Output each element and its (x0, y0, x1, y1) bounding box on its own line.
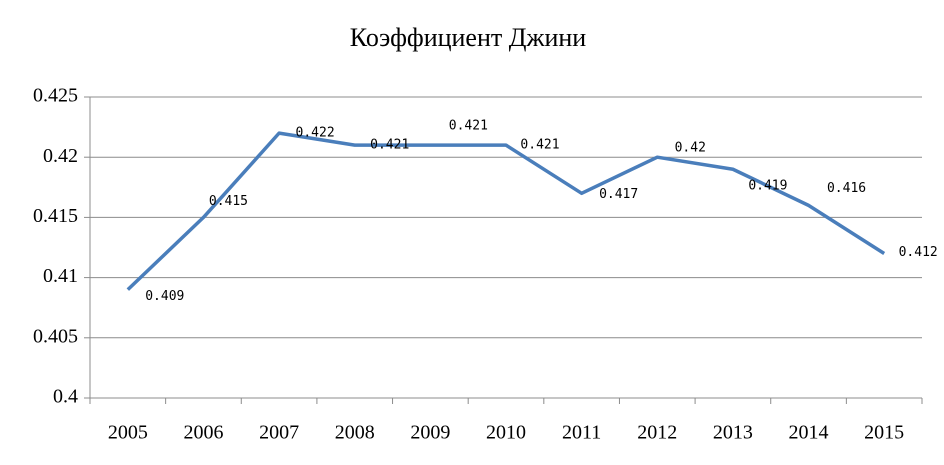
chart-title: Коэффициент Джини (350, 23, 586, 52)
data-label: 0.421 (449, 119, 488, 134)
y-tick-label: 0.415 (33, 205, 78, 227)
y-tick-label: 0.405 (33, 325, 78, 347)
x-tick-label: 2007 (259, 422, 299, 444)
x-tick-label: 2014 (789, 422, 829, 444)
data-label: 0.42 (675, 141, 706, 156)
y-tick-label: 0.425 (33, 85, 78, 107)
y-tick-label: 0.41 (43, 265, 78, 287)
y-tick-label: 0.4 (53, 386, 78, 408)
x-tick-label: 2006 (183, 422, 223, 444)
data-label: 0.422 (296, 126, 335, 141)
data-label: 0.416 (827, 181, 866, 196)
x-tick-label: 2012 (637, 422, 677, 444)
x-tick-label: 2013 (713, 422, 753, 444)
x-tick-label: 2011 (562, 422, 601, 444)
data-label: 0.409 (145, 289, 184, 304)
data-label: 0.421 (520, 138, 559, 153)
data-line (126, 131, 886, 291)
y-tick-label: 0.42 (43, 145, 78, 167)
x-tick-label: 2005 (108, 422, 148, 444)
x-tick-label: 2010 (486, 422, 526, 444)
data-label: 0.412 (899, 245, 938, 260)
x-tick-label: 2015 (864, 422, 904, 444)
data-label: 0.417 (599, 187, 638, 202)
x-tick-label: 2009 (410, 422, 450, 444)
x-tick-label: 2008 (335, 422, 375, 444)
data-label: 0.415 (209, 194, 248, 209)
data-label: 0.419 (748, 179, 787, 194)
data-label: 0.421 (370, 138, 409, 153)
